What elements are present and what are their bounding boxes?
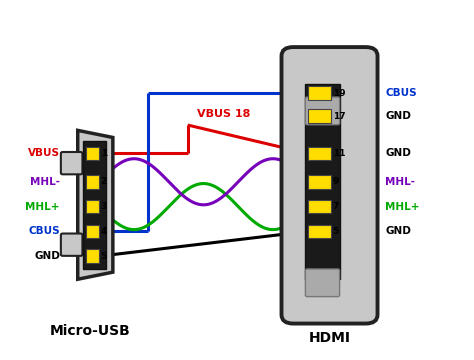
- Bar: [308, 200, 331, 213]
- Text: Micro-USB: Micro-USB: [50, 324, 131, 338]
- Text: 5: 5: [100, 252, 107, 261]
- Text: 3: 3: [100, 202, 107, 211]
- Polygon shape: [78, 130, 113, 279]
- Text: VBUS: VBUS: [28, 148, 60, 158]
- Bar: [305, 84, 340, 279]
- Bar: [86, 249, 99, 263]
- FancyBboxPatch shape: [282, 47, 377, 324]
- Text: CBUS: CBUS: [28, 226, 60, 237]
- Text: CBUS: CBUS: [385, 88, 417, 98]
- Bar: [86, 175, 99, 189]
- Bar: [86, 225, 99, 238]
- FancyBboxPatch shape: [61, 234, 82, 256]
- Text: MHL-: MHL-: [30, 177, 60, 187]
- Text: GND: GND: [385, 148, 411, 158]
- Text: HDMI: HDMI: [309, 331, 350, 345]
- Text: 11: 11: [333, 149, 345, 158]
- Text: MHL-: MHL-: [385, 177, 416, 187]
- Text: 4: 4: [100, 227, 107, 236]
- Text: 5: 5: [333, 227, 339, 236]
- Text: VBUS 18: VBUS 18: [197, 109, 251, 120]
- Text: GND: GND: [34, 251, 60, 261]
- FancyBboxPatch shape: [305, 269, 339, 297]
- Bar: [86, 200, 99, 213]
- Bar: [86, 147, 99, 160]
- Text: 2: 2: [100, 177, 107, 186]
- Bar: [83, 141, 106, 269]
- Bar: [308, 109, 331, 123]
- Text: 7: 7: [333, 202, 339, 211]
- Bar: [308, 147, 331, 160]
- Bar: [308, 175, 331, 189]
- Text: MHL+: MHL+: [385, 202, 420, 212]
- Text: 1: 1: [100, 149, 107, 158]
- Text: 19: 19: [333, 89, 345, 98]
- Text: 9: 9: [333, 177, 339, 186]
- Text: MHL+: MHL+: [26, 202, 60, 212]
- Text: 17: 17: [333, 112, 345, 121]
- Text: GND: GND: [385, 226, 411, 237]
- Bar: [308, 225, 331, 238]
- FancyBboxPatch shape: [305, 97, 339, 125]
- FancyBboxPatch shape: [61, 152, 82, 174]
- Bar: [308, 86, 331, 100]
- Text: GND: GND: [385, 111, 411, 121]
